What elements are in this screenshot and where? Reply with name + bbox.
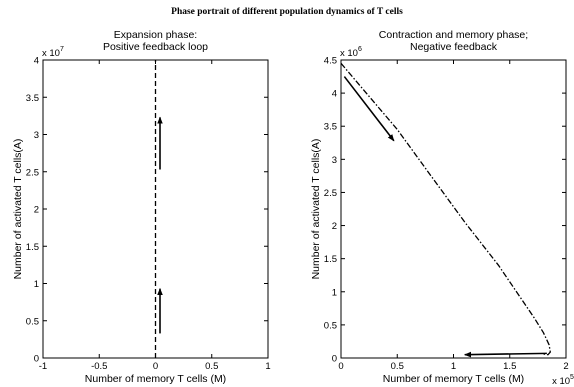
panel-title-line: Positive feedback loop (103, 41, 208, 53)
x-tick-label: 0.5 (205, 361, 218, 372)
x-tick-label: 1.5 (503, 361, 516, 372)
trajectory-arrow (464, 351, 547, 358)
y-tick-label: 1.5 (26, 242, 39, 253)
y-tick-label: 0.5 (26, 316, 39, 327)
y-tick-label: 2.5 (26, 167, 39, 178)
y-tick-label: 3.5 (26, 93, 39, 104)
x-tick-label: 0 (153, 361, 158, 372)
y-tick-label: 4 (34, 56, 39, 67)
y-tick-label: 2 (34, 205, 39, 216)
y-axis-multiplier: x 106 (340, 46, 362, 59)
axes-box (340, 59, 567, 359)
x-axis-label: Number of memory T cells (M) (383, 373, 524, 385)
series-line-1 (340, 62, 551, 356)
x-tick-label: 0 (338, 361, 343, 372)
y-axis-label: Number of activated T cells(A) (310, 139, 322, 280)
y-tick-label: 2.5 (324, 188, 337, 199)
x-tick-label: 0.5 (391, 361, 404, 372)
trajectory-arrow (343, 76, 395, 142)
y-tick-label: 3 (332, 155, 337, 166)
figure-title: Phase portrait of different population d… (171, 7, 403, 17)
y-tick-label: 1 (332, 287, 337, 298)
y-tick-label: 4 (332, 89, 337, 100)
y-tick-label: 3.5 (324, 122, 337, 133)
x-tick-label: 1 (451, 361, 456, 372)
chart-panel-2: Contraction and memory phase;Negative fe… (310, 29, 574, 387)
y-axis-label: Number of activated T cells(A) (12, 139, 24, 280)
panel-title-line: Contraction and memory phase; (379, 29, 528, 41)
x-tick-label: 1 (265, 361, 270, 372)
chart-panel-1: Expansion phase:Positive feedback loop -1… (12, 29, 271, 385)
y-axis-multiplier: x 107 (42, 46, 64, 59)
y-tick-label: 2 (332, 221, 337, 232)
x-axis-multiplier: x 105 (552, 374, 574, 387)
panels: Expansion phase:Positive feedback loop -1… (12, 29, 574, 387)
x-tick-label: -1 (39, 361, 47, 372)
x-tick-label: 2 (563, 361, 568, 372)
x-axis-label: Number of memory T cells (M) (85, 373, 226, 385)
y-tick-label: 3 (34, 130, 39, 141)
x-tick-label: -0.5 (91, 361, 107, 372)
y-tick-label: 0 (34, 354, 39, 365)
y-tick-label: 1.5 (324, 254, 337, 265)
y-tick-label: 4.5 (324, 56, 337, 67)
y-tick-label: 0.5 (324, 320, 337, 331)
panel-title-line: Expansion phase: (114, 29, 197, 41)
y-tick-label: 0 (332, 354, 337, 365)
y-tick-label: 1 (34, 279, 39, 290)
panel-title-line: Negative feedback (410, 41, 498, 53)
